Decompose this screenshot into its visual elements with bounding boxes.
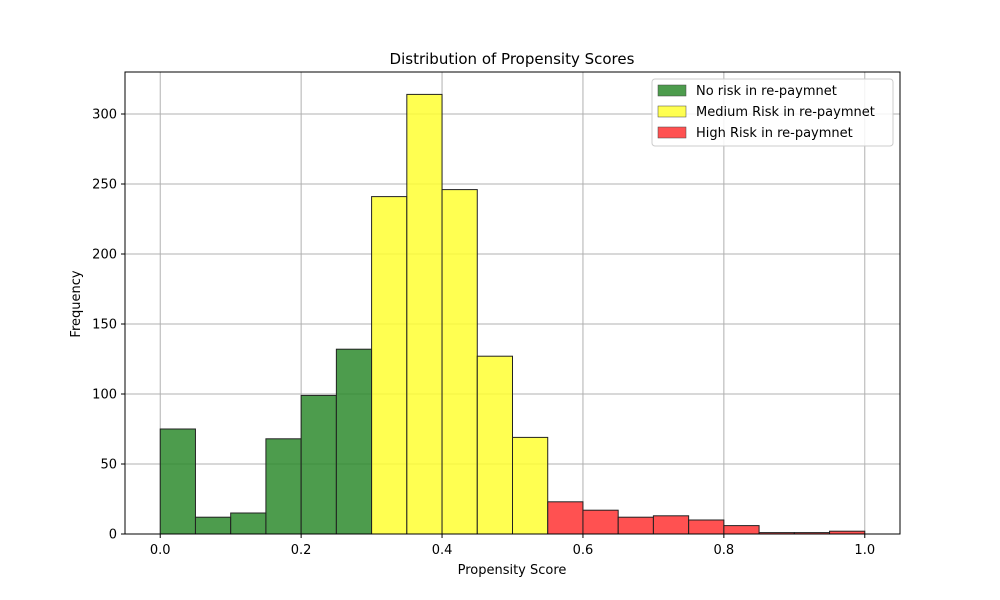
histogram-bar [476,355,514,535]
bars [159,93,866,535]
y-tick-label: 50 [100,458,117,473]
legend-swatch [657,84,687,97]
legend-swatch [657,105,687,118]
histogram-bar [300,394,337,535]
histogram-bar [441,189,478,535]
x-tick-label: 0.6 [573,543,594,558]
legend-label: High Risk in re-paymnet [696,126,853,141]
chart-title: Distribution of Propensity Scores [390,50,635,68]
legend: No risk in re-paymnet Medium Risk in re-p… [651,78,894,147]
legend-swatch [657,126,687,139]
histogram-bar [547,501,584,535]
histogram-bar [335,348,373,535]
x-tick-label: 0.2 [291,543,312,558]
histogram-bar [159,428,196,535]
histogram-bar [265,438,302,535]
y-tick-label: 250 [92,178,117,193]
histogram-bar [512,436,549,535]
histogram-bar [617,516,654,535]
y-axis-label: Frequency [69,270,84,337]
ticks: 0.0 0.2 0.4 0.6 0.8 1.0 0 50 100 150 200 250 300 [92,108,875,559]
histogram-bar [230,512,267,535]
histogram-bar [723,525,760,535]
x-tick-label: 0.4 [432,543,453,558]
y-tick-label: 100 [92,388,117,403]
x-axis-label: Propensity Score [458,563,567,578]
legend-label: Medium Risk in re-paymnet [696,105,875,120]
y-tick-label: 150 [92,318,117,333]
x-tick-label: 0.0 [150,543,171,558]
legend-label: No risk in re-paymnet [696,84,837,99]
histogram-bar [582,509,619,535]
histogram-bar [688,519,725,535]
legend-box [651,78,894,147]
histogram-bar [406,93,443,535]
y-tick-label: 200 [92,248,117,263]
y-tick-label: 300 [92,108,117,123]
histogram-bar [652,515,690,535]
x-tick-label: 0.8 [714,543,735,558]
plot-frame [124,71,901,535]
y-tick-label: 0 [109,528,117,543]
histogram-bar [194,516,232,535]
histogram-bar [371,196,408,535]
x-tick-label: 1.0 [854,543,875,558]
